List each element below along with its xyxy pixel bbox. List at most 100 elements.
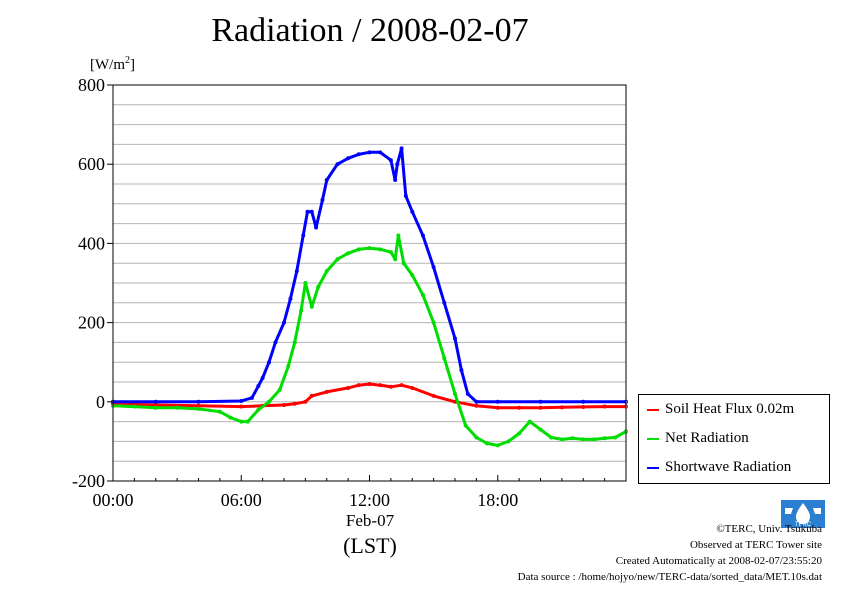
series-point: [281, 402, 286, 407]
legend-label-net-radiation: Net Radiation: [665, 430, 749, 446]
series-point: [324, 389, 329, 394]
series-lines: [111, 146, 629, 448]
series-point: [292, 340, 297, 345]
series-point: [249, 395, 254, 400]
series-point: [410, 209, 415, 214]
series-point: [388, 250, 393, 255]
unit-prefix: [W/m: [90, 57, 125, 73]
footer-copyright: ©TERC, Univ. Tsukuba: [716, 523, 822, 535]
legend-swatch-net-radiation: [647, 437, 659, 440]
series-point: [559, 405, 564, 410]
legend-swatch-shortwave-radiation: [647, 466, 659, 469]
series-point: [346, 156, 351, 161]
series-point: [591, 437, 596, 442]
series-point: [410, 273, 415, 278]
series-point: [459, 368, 464, 373]
series-point: [495, 443, 500, 448]
y-tick-label: 0: [96, 392, 105, 412]
series-point: [132, 404, 137, 409]
footer-observed: Observed at TERC Tower site: [689, 539, 822, 551]
series-point: [442, 300, 447, 305]
series-point: [301, 233, 306, 238]
chart-legend: Soil Heat Flux 0.02m Net Radiation Short…: [638, 394, 830, 484]
series-point: [495, 405, 500, 410]
series-point: [356, 383, 361, 388]
series-point: [517, 431, 522, 436]
legend-label-shortwave-radiation: Shortwave Radiation: [665, 459, 792, 475]
series-point: [335, 257, 340, 262]
series-point: [281, 320, 286, 325]
series-point: [581, 399, 586, 404]
y-tick-label: 400: [78, 233, 105, 253]
series-point: [378, 383, 383, 388]
series-point: [309, 304, 314, 309]
series-point: [228, 415, 233, 420]
series-point: [506, 439, 511, 444]
series-point: [431, 265, 436, 270]
series-point: [431, 393, 436, 398]
legend-swatch-soil-heat-flux: [647, 408, 659, 411]
series-point: [378, 150, 383, 155]
series-point: [286, 364, 291, 369]
series-point: [388, 158, 393, 163]
series-point: [267, 399, 272, 404]
legend-item-net-radiation: Net Radiation: [647, 430, 749, 447]
series-point: [314, 225, 319, 230]
series-point: [549, 435, 554, 440]
series-point: [613, 435, 618, 440]
logo-text: TERC: [795, 522, 812, 528]
terc-logo-icon: TERC: [781, 500, 825, 528]
chart-footer: ©TERC, Univ. Tsukuba Observed at TERC To…: [518, 521, 822, 585]
series-point: [316, 284, 321, 289]
series-point: [256, 383, 261, 388]
series-point: [356, 247, 361, 252]
series-point: [420, 233, 425, 238]
series-point: [367, 150, 372, 155]
series-point: [399, 383, 404, 388]
y-unit-label: [W/m2]: [90, 55, 135, 74]
series-point: [239, 399, 244, 404]
series-point: [217, 409, 222, 414]
series-point: [335, 162, 340, 167]
y-tick-label: 600: [78, 154, 105, 174]
series-point: [239, 404, 244, 409]
y-tick-label: -200: [72, 471, 105, 491]
series-point: [388, 384, 393, 389]
series-line-0: [112, 382, 626, 410]
footer-created: Created Automatically at 2008-02-07/23:5…: [615, 555, 822, 567]
series-point: [581, 404, 586, 409]
series-point: [393, 178, 398, 183]
series-point: [399, 146, 404, 151]
legend-item-soil-heat-flux: Soil Heat Flux 0.02m: [647, 401, 794, 418]
series-point: [442, 356, 447, 361]
series-point: [309, 209, 314, 214]
series-point: [581, 437, 586, 442]
series-point: [538, 405, 543, 410]
series-point: [273, 340, 278, 345]
series-point: [277, 387, 282, 392]
x-axis-label: (LST): [343, 533, 397, 558]
series-line-2: [113, 146, 626, 404]
x-axis-date-label: Feb-07: [345, 511, 395, 530]
legend-item-shortwave-radiation: Shortwave Radiation: [647, 459, 791, 476]
series-point: [538, 399, 543, 404]
series-point: [153, 405, 158, 410]
series-point: [305, 209, 310, 214]
series-point: [267, 360, 272, 365]
series-point: [474, 435, 479, 440]
footer-source: Data source : /home/hojyo/new/TERC-data/…: [517, 571, 822, 583]
chart-title: Radiation / 2008-02-07: [211, 12, 529, 49]
series-point: [465, 391, 470, 396]
series-point: [393, 257, 398, 262]
unit-exponent: 2: [125, 55, 130, 66]
series-point: [452, 391, 457, 396]
legend-label-soil-heat-flux: Soil Heat Flux 0.02m: [665, 401, 795, 417]
series-point: [367, 246, 372, 251]
series-point: [527, 419, 532, 424]
series-point: [474, 399, 479, 404]
series-point: [463, 423, 468, 428]
series-point: [420, 292, 425, 297]
series-point: [378, 247, 383, 252]
y-tick-label: 800: [78, 75, 105, 95]
y-tick-label: 200: [78, 313, 105, 333]
